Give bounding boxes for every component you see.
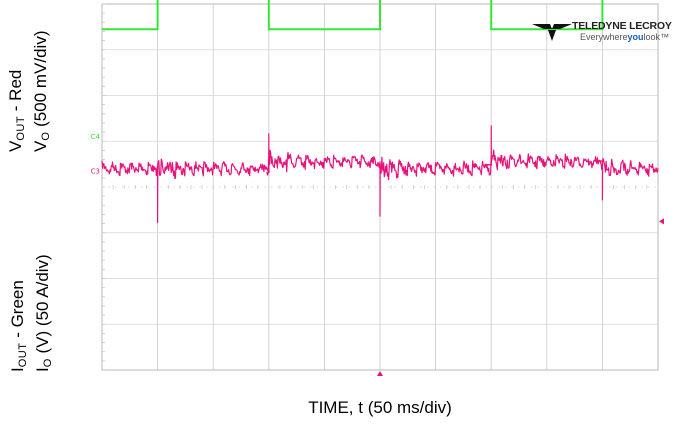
y-axis-label-bottom: IOUT - Green IO (V) (50 A/div) <box>8 254 54 372</box>
traces <box>101 0 659 224</box>
teledyne-lecroy-logo: TELEDYNE LECROY Everywhereyoulook™ <box>532 20 672 48</box>
channel-markers: C4 C3 <box>91 133 664 376</box>
logo-mark-icon <box>532 24 572 41</box>
graticule <box>101 3 659 371</box>
logo-tagline: Everywhereyoulook™ <box>580 32 670 42</box>
trigger-level-marker <box>659 218 664 225</box>
logo-brand-text: TELEDYNE LECROY <box>572 20 672 32</box>
channel-marker-c4: C4 <box>91 133 101 141</box>
trace-current-green <box>102 0 604 31</box>
x-axis-label: TIME, t (50 ms/div) <box>308 398 452 417</box>
trace-voltage-magenta <box>101 125 659 224</box>
y-axis-label-top: VOUT - Red VO (500 mV/div) <box>6 30 52 153</box>
trigger-position-marker <box>377 371 383 376</box>
channel-marker-c3: C3 <box>91 167 100 175</box>
